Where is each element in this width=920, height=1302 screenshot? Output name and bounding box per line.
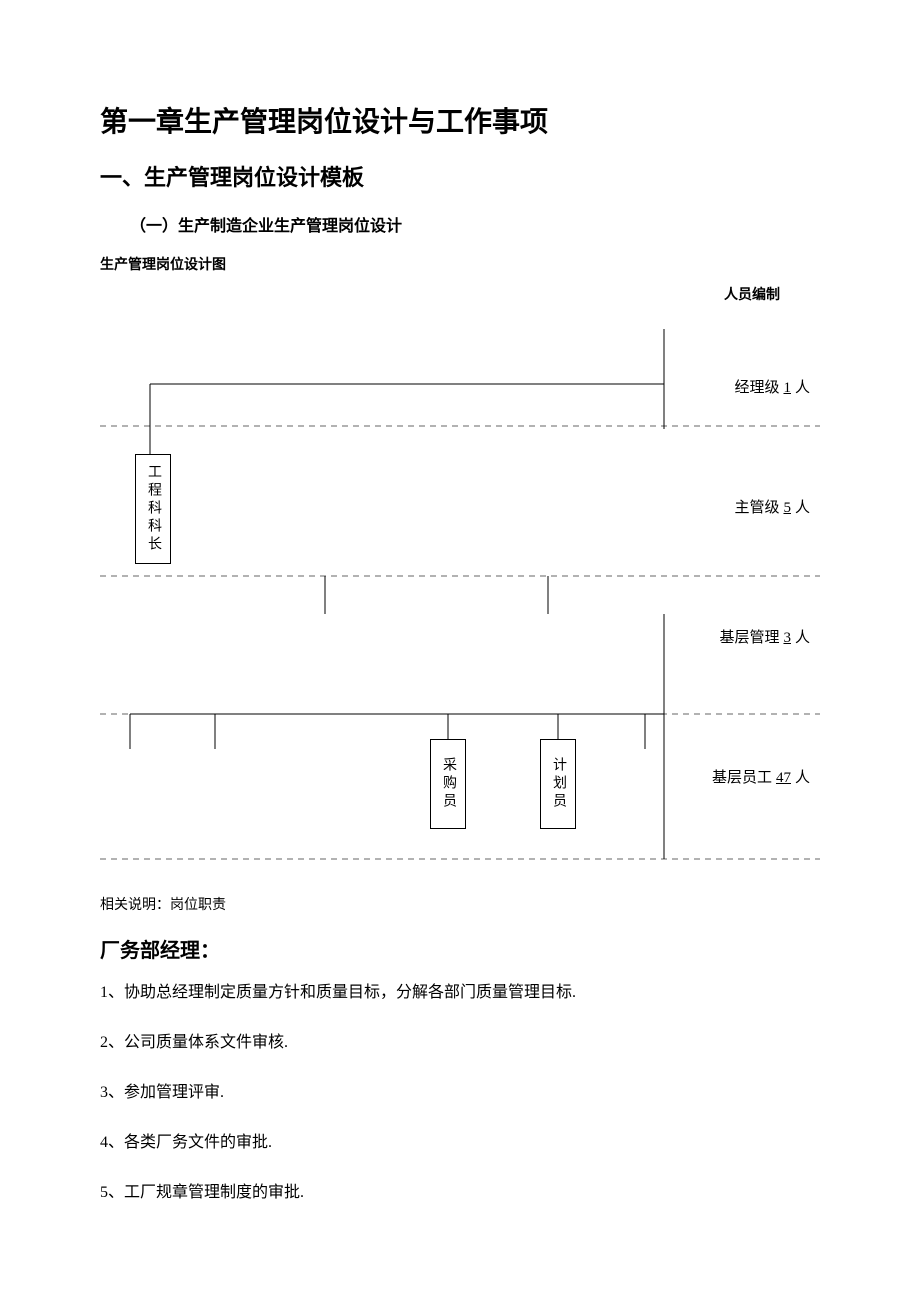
org-chart: 经理级1人主管级5人基层管理3人基层员工47人工程科科长采购员计划员 — [100, 314, 820, 874]
level-count: 3 — [779, 630, 795, 646]
level-count: 1 — [779, 380, 795, 396]
duty-item: 3、参加管理评审. — [100, 1081, 820, 1105]
duty-item: 4、各类厂务文件的审批. — [100, 1131, 820, 1155]
related-note: 相关说明：岗位职责 — [100, 894, 820, 914]
level-prefix: 经理级 — [734, 380, 779, 396]
level-suffix: 人 — [795, 770, 810, 786]
level-count: 5 — [779, 500, 795, 516]
duty-item: 5、工厂规章管理制度的审批. — [100, 1181, 820, 1205]
org-level-label: 经理级1人 — [734, 376, 810, 397]
duty-item: 1、协助总经理制定质量方针和质量目标，分解各部门质量管理目标. — [100, 981, 820, 1005]
org-node-engineering-chief: 工程科科长 — [135, 454, 171, 564]
level-suffix: 人 — [795, 630, 810, 646]
chapter-title: 第一章生产管理岗位设计与工作事项 — [100, 100, 820, 140]
duty-item: 2、公司质量体系文件审核. — [100, 1031, 820, 1055]
level-suffix: 人 — [795, 380, 810, 396]
org-level-label: 基层管理3人 — [719, 626, 810, 647]
section-title: 一、生产管理岗位设计模板 — [100, 160, 820, 192]
level-prefix: 主管级 — [734, 500, 779, 516]
org-level-label: 主管级5人 — [734, 496, 810, 517]
level-prefix: 基层员工 — [712, 770, 772, 786]
org-node-buyer: 采购员 — [430, 739, 466, 829]
diagram-caption: 生产管理岗位设计图 — [100, 254, 820, 274]
org-node-planner: 计划员 — [540, 739, 576, 829]
level-prefix: 基层管理 — [719, 630, 779, 646]
level-count: 47 — [772, 770, 795, 786]
subsection-title: （一）生产制造企业生产管理岗位设计 — [130, 212, 820, 236]
level-suffix: 人 — [795, 500, 810, 516]
org-level-label: 基层员工47人 — [712, 766, 810, 787]
role-title: 厂务部经理： — [100, 934, 820, 963]
staff-header: 人员编制 — [100, 284, 820, 304]
